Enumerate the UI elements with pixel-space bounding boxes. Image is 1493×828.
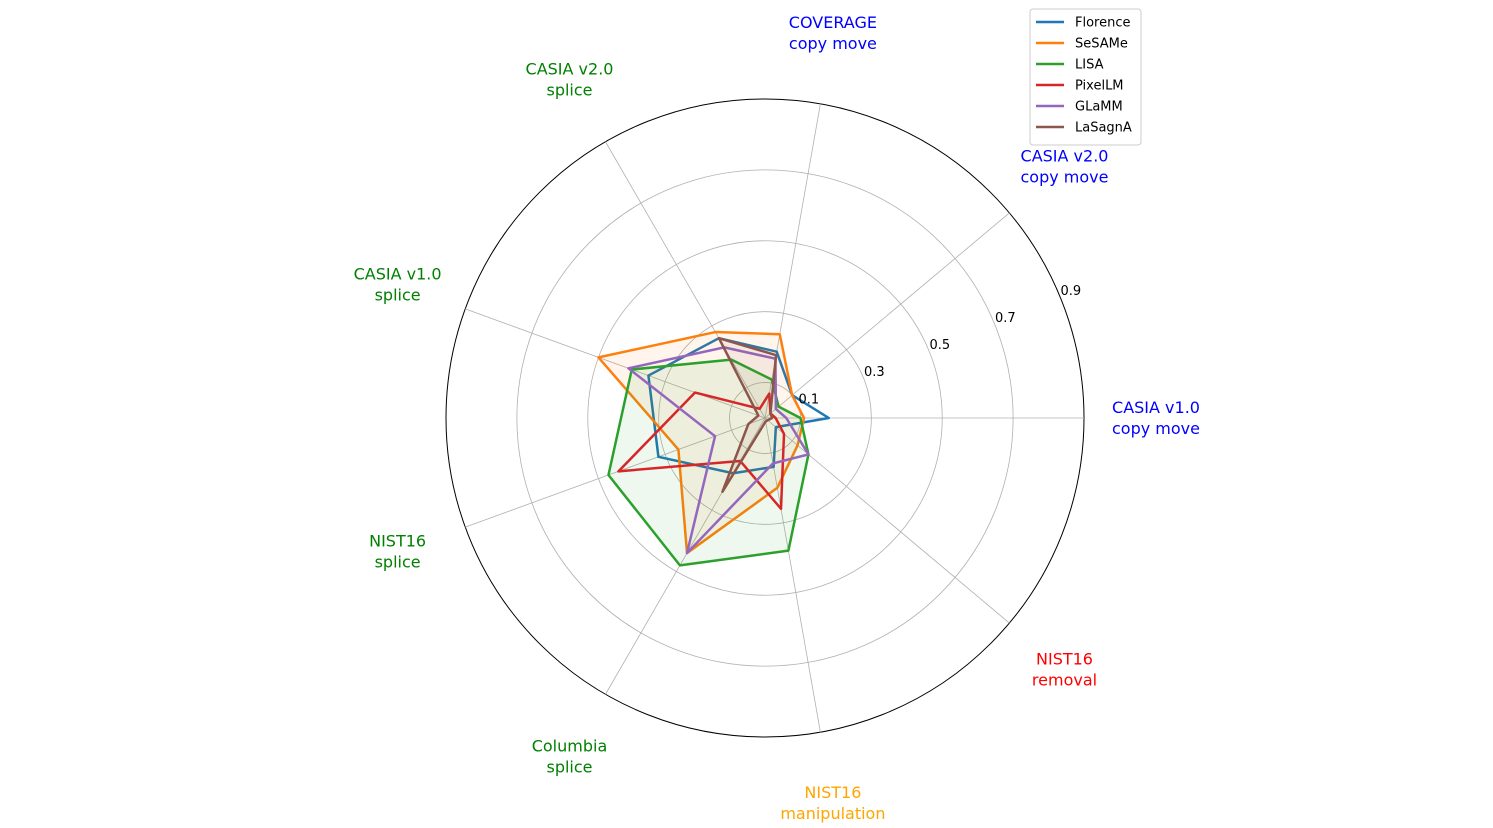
- radial-tick-label-4: 0.9: [1060, 284, 1081, 299]
- category-label-6: Columbia splice: [532, 736, 608, 776]
- legend-label-lisa: LISA: [1075, 58, 1104, 73]
- legend-label-glamm: GLaMM: [1075, 100, 1123, 115]
- category-label-line: CASIA v1.0: [354, 264, 442, 283]
- axis-spoke-1: [765, 213, 1009, 418]
- legend-label-pixellm: PixelLM: [1075, 79, 1124, 94]
- category-label-line: splice: [546, 757, 592, 776]
- category-label-line: splice: [375, 285, 421, 304]
- category-label-line: NIST16: [369, 531, 426, 550]
- category-label-line: CASIA v2.0: [526, 59, 614, 78]
- category-label-line: CASIA v2.0: [1021, 146, 1109, 165]
- category-label-line: manipulation: [780, 804, 885, 823]
- legend-label-florence: Florence: [1075, 16, 1131, 31]
- radial-tick-label-2: 0.5: [929, 338, 950, 353]
- category-label-line: splice: [375, 552, 421, 571]
- category-label-5: NIST16 splice: [369, 531, 426, 571]
- legend-label-lasagna: LaSagnA: [1075, 121, 1132, 136]
- category-label-2: COVERAGE copy move: [789, 12, 877, 52]
- category-label-line: COVERAGE: [789, 12, 877, 31]
- category-label-1: CASIA v2.0 copy move: [1021, 146, 1109, 186]
- category-label-line: copy move: [789, 33, 877, 52]
- category-label-line: NIST16: [804, 783, 861, 802]
- category-label-line: splice: [546, 80, 592, 99]
- category-label-7: NIST16 manipulation: [780, 783, 885, 823]
- category-label-line: removal: [1032, 670, 1097, 689]
- legend: Florence SeSAMe LISA PixelLM GLaMM LaSagnA: [1030, 9, 1141, 145]
- category-label-8: NIST16 removal: [1032, 649, 1097, 689]
- category-label-3: CASIA v2.0 splice: [526, 59, 614, 99]
- category-label-0: CASIA v1.0 copy move: [1112, 398, 1200, 438]
- category-label-line: copy move: [1021, 167, 1109, 186]
- category-label-4: CASIA v1.0 splice: [354, 264, 442, 304]
- legend-label-sesame: SeSAMe: [1075, 37, 1128, 52]
- series-group: [598, 332, 828, 565]
- radial-tick-label-3: 0.7: [995, 311, 1016, 326]
- category-label-line: CASIA v1.0: [1112, 398, 1200, 417]
- category-label-line: copy move: [1112, 419, 1200, 438]
- radial-tick-label-1: 0.3: [864, 365, 885, 380]
- category-label-line: NIST16: [1036, 649, 1093, 668]
- category-label-line: Columbia: [532, 736, 608, 755]
- radial-tick-label-0: 0.1: [798, 392, 819, 407]
